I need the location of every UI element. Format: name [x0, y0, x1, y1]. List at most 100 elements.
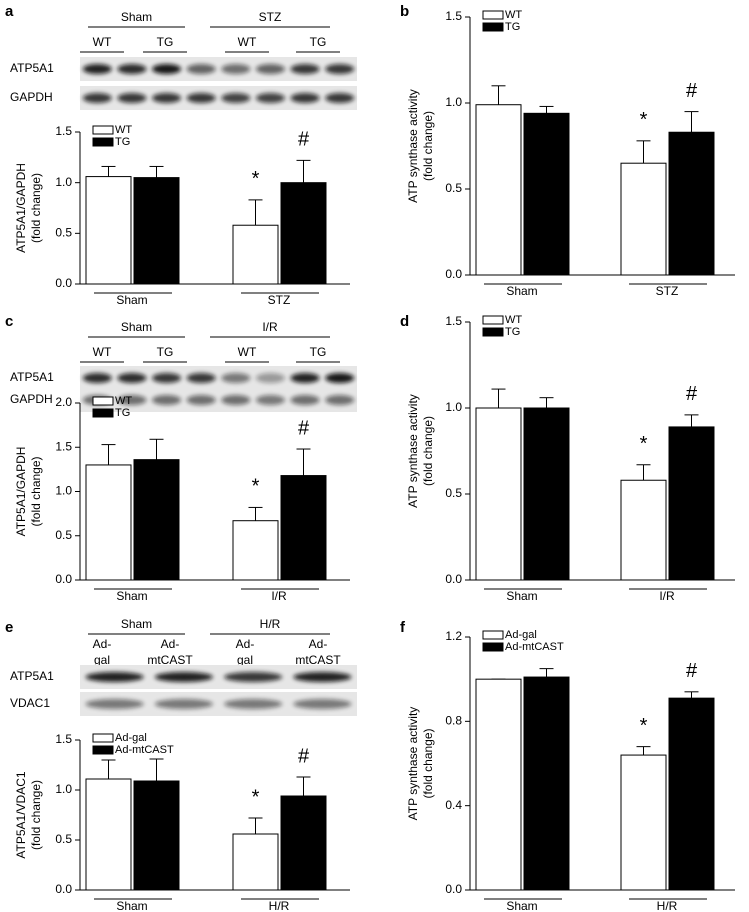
blot-row-label: ATP5A1	[10, 669, 54, 683]
blot-lane-label: Ad-	[161, 637, 180, 651]
x-tick-label: I/R	[271, 589, 287, 603]
legend-swatch	[482, 642, 504, 652]
bar	[232, 224, 279, 285]
blot-band	[255, 93, 285, 103]
y-axis-label: ATP synthase activity	[406, 89, 420, 203]
legend-swatch	[482, 10, 504, 20]
bar	[620, 479, 667, 581]
y-tick-label: 0.0	[55, 882, 72, 896]
y-tick-label: 0.0	[445, 882, 462, 896]
blot-band	[290, 395, 320, 405]
blot-band	[325, 64, 355, 74]
y-tick-label: 2.0	[55, 395, 72, 409]
x-tick-label: STZ	[268, 293, 291, 307]
panel-letter: c	[5, 313, 13, 330]
y-tick-label: 0.5	[55, 832, 72, 846]
blot-band	[255, 64, 285, 74]
bar	[85, 176, 132, 285]
bar	[620, 754, 667, 891]
bar	[280, 795, 327, 891]
bar	[85, 778, 132, 891]
significance-mark: #	[298, 417, 310, 439]
significance-mark: #	[298, 129, 310, 151]
y-tick-label: 1.5	[445, 9, 462, 23]
blot-band	[221, 395, 251, 405]
panel-letter: e	[5, 619, 13, 636]
blot-band	[152, 395, 182, 405]
bar	[475, 407, 522, 581]
y-tick-label: 1.0	[55, 484, 72, 498]
bar	[523, 676, 570, 891]
blot-group-label: STZ	[259, 10, 282, 24]
blot-band	[117, 64, 147, 74]
blot-row-label: VDAC1	[10, 696, 50, 710]
x-tick-label: Sham	[116, 899, 147, 912]
x-tick-label: I/R	[659, 589, 675, 603]
significance-mark: *	[252, 476, 260, 498]
blot-row-label: ATP5A1	[10, 61, 54, 75]
y-axis-label: (fold change)	[29, 456, 43, 526]
bar	[668, 131, 715, 276]
x-tick-label: Sham	[506, 589, 537, 603]
blot-lane-label: WT	[238, 35, 257, 49]
x-tick-label: Sham	[116, 589, 147, 603]
significance-mark: *	[640, 715, 648, 737]
significance-mark: *	[252, 168, 260, 190]
legend-label: WT	[115, 124, 132, 136]
x-tick-label: Sham	[506, 284, 537, 298]
legend-label: Ad-mtCAST	[505, 641, 564, 653]
y-axis-label: ATP synthase activity	[406, 394, 420, 508]
legend-label: TG	[115, 407, 130, 419]
blot-group-label: I/R	[262, 320, 278, 334]
y-tick-label: 1.0	[55, 782, 72, 796]
blot-band	[186, 373, 216, 383]
blot-lane-label: WT	[238, 345, 257, 359]
blot-band	[325, 373, 355, 383]
blot-lane-label: WT	[93, 345, 112, 359]
blot-band	[224, 672, 283, 682]
x-tick-label: H/R	[657, 899, 678, 912]
legend-label: Ad-mtCAST	[115, 744, 174, 756]
blot-band	[154, 699, 213, 709]
blot-lane-label: Ad-	[93, 637, 112, 651]
blot-lane-label: mtCAST	[295, 653, 341, 667]
blot-band	[85, 672, 144, 682]
blot-band	[117, 395, 147, 405]
blot-band	[293, 699, 352, 709]
legend-label: WT	[115, 395, 132, 407]
blot-band	[290, 93, 320, 103]
y-axis-label: (fold change)	[29, 173, 43, 243]
x-tick-label: Sham	[116, 293, 147, 307]
blot-lane-label: Ad-	[309, 637, 328, 651]
x-tick-label: Sham	[506, 899, 537, 912]
blot-band	[290, 373, 320, 383]
blot-band	[325, 395, 355, 405]
blot-band	[224, 699, 283, 709]
blot-band	[152, 64, 182, 74]
bar	[620, 162, 667, 276]
legend-label: WT	[505, 314, 522, 326]
y-tick-label: 1.5	[55, 732, 72, 746]
legend-label: TG	[115, 136, 130, 148]
bar	[232, 520, 279, 581]
blot-band	[152, 93, 182, 103]
bar	[280, 475, 327, 581]
blot-band	[255, 395, 285, 405]
legend-label: WT	[505, 9, 522, 21]
legend-swatch	[92, 396, 114, 406]
significance-mark: #	[686, 80, 698, 102]
blot-band	[221, 373, 251, 383]
blot-lane-label: mtCAST	[147, 653, 193, 667]
legend-swatch	[482, 327, 504, 337]
blot-row-label: GAPDH	[10, 392, 53, 406]
y-axis-label: ATP synthase activity	[406, 707, 420, 821]
y-tick-label: 1.0	[445, 400, 462, 414]
blot-row-label: ATP5A1	[10, 370, 54, 384]
blot-band	[85, 699, 144, 709]
bar	[133, 177, 180, 285]
x-tick-label: H/R	[269, 899, 290, 912]
y-tick-label: 1.5	[445, 314, 462, 328]
legend-label: TG	[505, 21, 520, 33]
blot-band	[221, 64, 251, 74]
blot-group-label: Sham	[121, 320, 152, 334]
